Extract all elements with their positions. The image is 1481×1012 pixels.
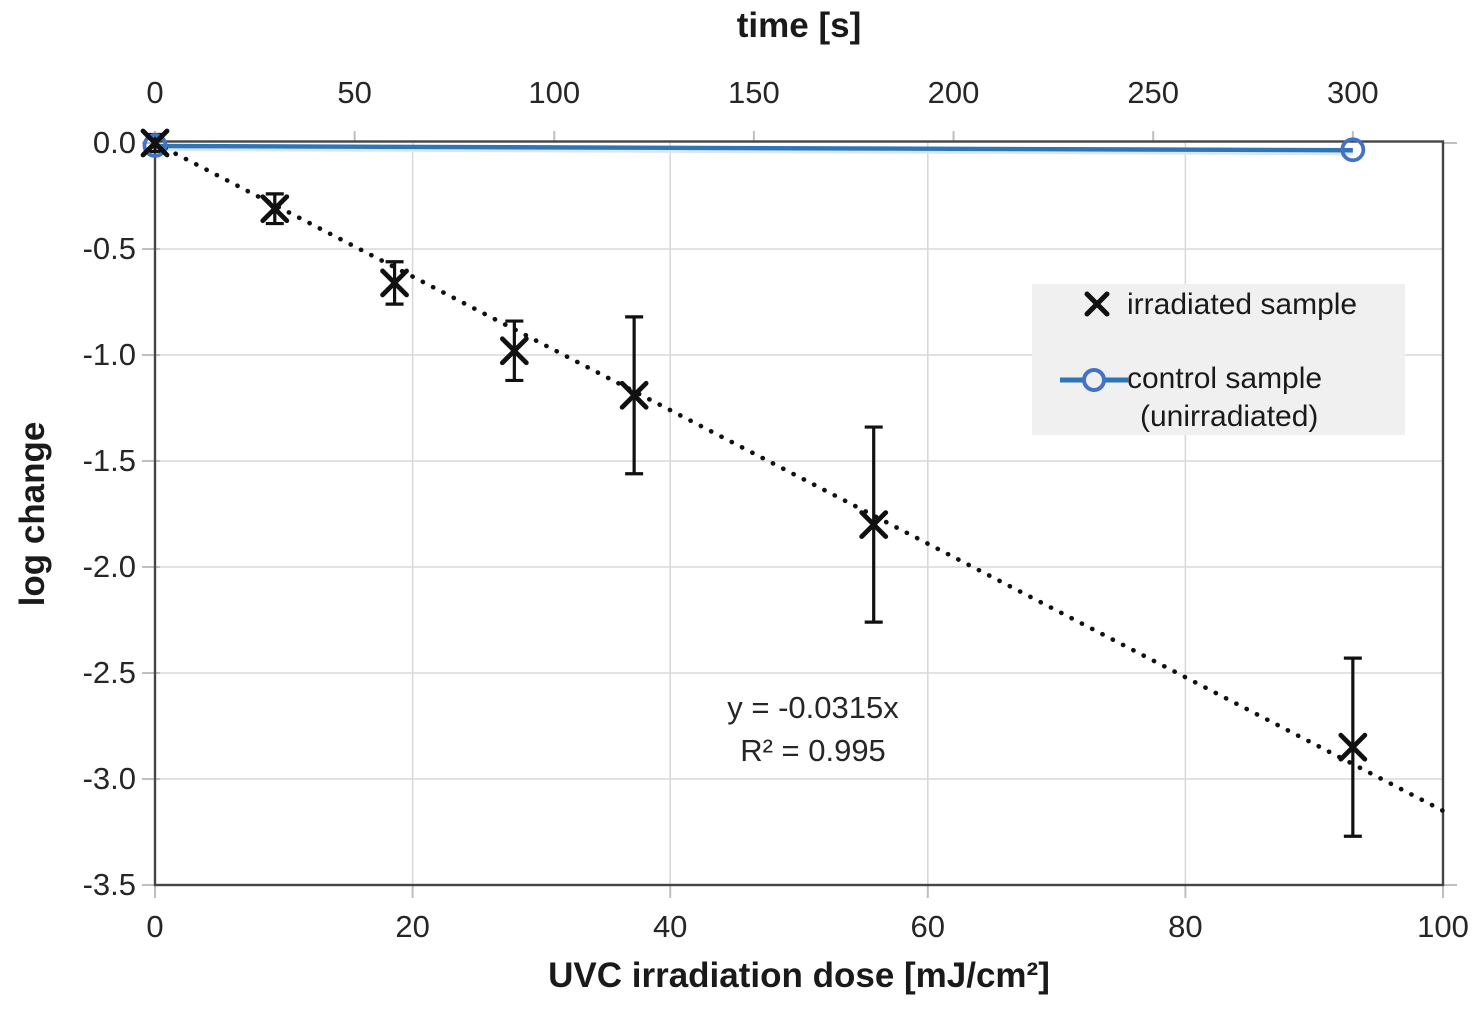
trendline-dotted <box>152 140 1446 814</box>
y-axis-tick-label: -3.0 <box>82 761 136 796</box>
legend: irradiated sample control sample (unirra… <box>1032 284 1405 435</box>
top-axis-tick-label: 250 <box>1127 75 1180 110</box>
trendline-annotation: y = -0.0315x R² = 0.995 <box>613 686 1013 772</box>
x-marker <box>260 194 290 224</box>
top-axis-tick-label: 300 <box>1326 75 1379 110</box>
y-axis-tick-label: 0.0 <box>92 125 136 160</box>
legend-item-irradiated-label: irradiated sample <box>1127 288 1358 321</box>
x-marker <box>140 128 170 158</box>
x-marker <box>380 268 409 298</box>
y-axis-tick-label: -3.5 <box>82 867 136 902</box>
trendline-equation: y = -0.0315x <box>727 690 899 725</box>
bottom-axis-tick-label: 0 <box>146 909 164 944</box>
control-marker-circle <box>142 133 168 158</box>
bottom-axis-tick-label: 100 <box>1417 909 1469 944</box>
legend-item-control-label: control sample <box>1127 362 1323 395</box>
bottom-axis-tick-label: 20 <box>395 909 430 944</box>
y-axis-tick-label: -1.5 <box>82 443 136 478</box>
top-axis-title: time [s] <box>736 6 862 45</box>
top-axis-tick-label: 0 <box>146 75 164 110</box>
y-axis-tick-label: -2.5 <box>82 655 136 690</box>
x-marker-icon <box>1084 291 1110 317</box>
control-line-halo <box>154 148 1353 156</box>
top-axis-tick-label: 100 <box>528 75 581 110</box>
plot-border <box>153 140 1445 887</box>
bottom-axis-tick-label: 40 <box>652 909 688 944</box>
x-marker <box>1338 732 1368 762</box>
bottom-axis-tick-label: 60 <box>910 909 946 944</box>
control-line <box>154 143 1353 153</box>
y-axis-tick-label: -1.0 <box>82 337 136 372</box>
bottom-axis-tick-label: 80 <box>1168 909 1203 944</box>
bottom-axis-title: UVC irradiation dose [mJ/cm²] <box>548 956 1050 995</box>
top-axis-tick-label: 200 <box>927 75 980 110</box>
circle-line-marker-icon <box>1060 368 1128 392</box>
top-axis-tick-label: 50 <box>337 75 372 110</box>
legend-item-control-label-line2: (unirradiated) <box>1140 400 1319 433</box>
x-marker <box>859 510 889 539</box>
trendline-r-squared: R² = 0.995 <box>740 733 886 768</box>
top-axis-tick-label: 150 <box>728 75 780 110</box>
control-marker-circle <box>1340 137 1366 163</box>
x-marker <box>619 380 649 410</box>
x-marker <box>499 336 529 366</box>
y-axis-tick-label: -0.5 <box>82 231 136 266</box>
y-axis-tick-label: -2.0 <box>82 549 136 584</box>
